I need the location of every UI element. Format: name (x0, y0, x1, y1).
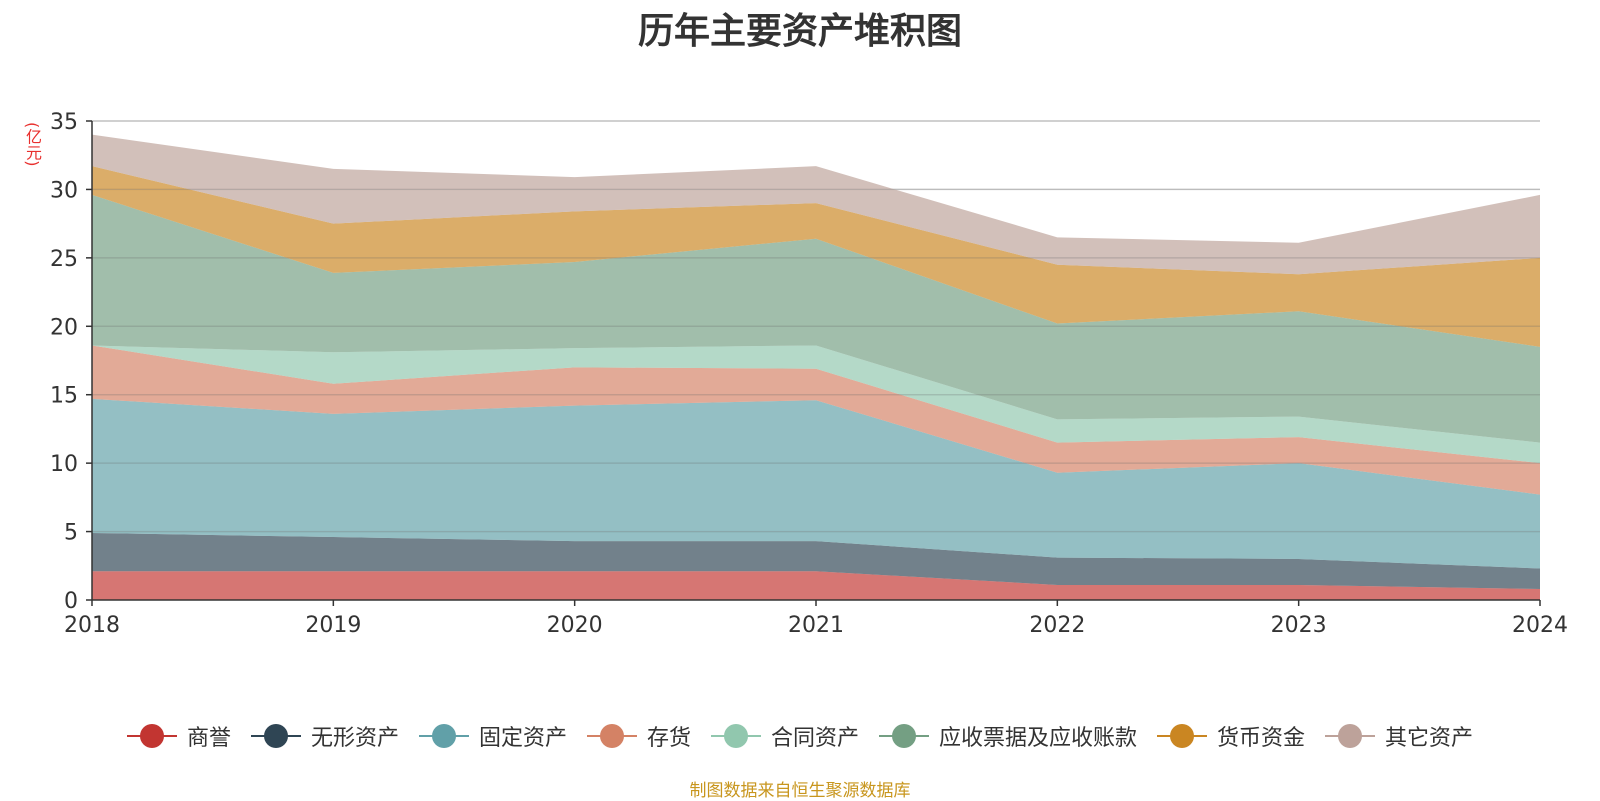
x-tick-label: 2023 (1271, 613, 1327, 638)
y-tick-label: 10 (50, 452, 78, 477)
legend-label: 商誉 (186, 726, 231, 751)
data-source-note: 制图数据来自恒生聚源数据库 (689, 781, 911, 801)
legend-item-7[interactable]: 其它资产 (1325, 720, 1473, 752)
area-series-1[interactable] (92, 532, 1540, 590)
stacked-area-chart: 0 5 10 15 20 25 30 35 2018 2019 2020 2021 2022 2023 20… (50, 110, 1568, 638)
legend-marker-icon (1325, 724, 1376, 748)
legend-item-0[interactable]: 商誉 (126, 720, 231, 752)
area-series-5[interactable] (92, 194, 1540, 443)
area-series-2[interactable] (92, 398, 1540, 569)
legend-label: 无形资产 (310, 726, 399, 751)
area-series-4[interactable] (92, 345, 1540, 464)
legend-marker-icon (418, 724, 469, 748)
legend-item-6[interactable]: 货币资金 (1157, 720, 1305, 752)
legend-label: 其它资产 (1385, 726, 1474, 751)
area-series-6[interactable] (92, 166, 1540, 347)
legend-item-1[interactable]: 无形资产 (250, 720, 399, 752)
legend-item-4[interactable]: 合同资产 (711, 720, 859, 752)
legend-item-3[interactable]: 存货 (586, 720, 691, 752)
y-tick-label: 0 (64, 589, 78, 614)
x-tick-label: 2021 (788, 613, 844, 638)
legend-label: 应收票据及应收账款 (939, 726, 1138, 751)
legend-marker-icon (1157, 724, 1208, 748)
area-series-0[interactable] (92, 571, 1540, 600)
y-tick-label: 35 (50, 110, 78, 135)
legend-item-5[interactable]: 应收票据及应收账款 (879, 720, 1137, 752)
legend-marker-icon (126, 724, 177, 748)
legend-label: 存货 (646, 726, 691, 751)
y-tick-label: 15 (50, 384, 78, 409)
x-tick-label: 2019 (305, 613, 361, 638)
legend-marker-icon (879, 724, 930, 748)
legend-label: 固定资产 (478, 726, 567, 751)
legend-label: 货币资金 (1217, 726, 1306, 751)
y-tick-label: 5 (64, 521, 78, 546)
x-tick-label: 2020 (547, 613, 603, 638)
legend-item-2[interactable]: 固定资产 (418, 720, 567, 752)
x-tick-label: 2018 (64, 613, 120, 638)
x-tick-label: 2024 (1512, 613, 1568, 638)
area-series-7[interactable] (92, 134, 1540, 275)
y-tick-label: 30 (50, 178, 78, 203)
legend-marker-icon (711, 724, 761, 748)
y-axis-unit-label: (亿元) (23, 122, 42, 167)
area-series-3[interactable] (92, 345, 1540, 495)
legend-marker-icon (250, 724, 301, 748)
y-tick-label: 25 (50, 247, 78, 272)
legend-label: 合同资产 (771, 726, 860, 751)
y-tick-label: 20 (50, 315, 78, 340)
chart-title: 历年主要资产堆积图 (637, 11, 962, 52)
legend-marker-icon (586, 724, 637, 748)
chart-legend: 商誉 无形资产 固定资产 存货 合同资产 应收票据及应收账款 货币资金 其它资产 (0, 720, 1600, 752)
x-tick-label: 2022 (1029, 613, 1085, 638)
